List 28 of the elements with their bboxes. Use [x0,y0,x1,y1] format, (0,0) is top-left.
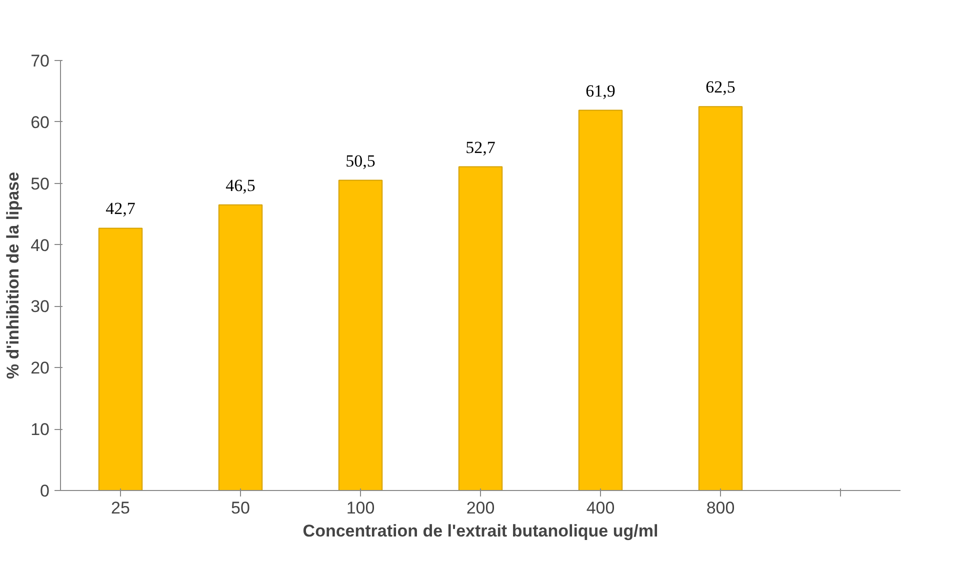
data-label: 61,9 [586,81,616,100]
y-tick-label: 50 [30,174,50,194]
x-tick-label: 50 [231,498,250,518]
x-tick-label: 200 [466,498,495,518]
data-label: 46,5 [226,176,256,195]
y-tick-label: 20 [30,358,50,378]
data-label: 50,5 [346,151,376,170]
y-tick-label: 70 [30,52,50,70]
bar [338,180,383,490]
x-tick-label: 400 [586,498,615,518]
bar [218,204,263,490]
y-tick-label: 10 [30,420,50,440]
y-axis-title: % d'inhibition de la lipase [4,172,23,380]
data-label: 62,5 [706,78,736,97]
y-tick-label: 40 [30,236,50,255]
x-tick-label: 25 [111,498,130,518]
bar [578,110,623,490]
data-label: 42,7 [106,199,136,218]
bar [458,166,503,490]
x-tick-label: 800 [706,498,735,518]
data-label: 52,7 [466,138,496,157]
y-tick-label: 30 [30,297,50,316]
x-tick-label: 100 [346,498,375,518]
bar [98,228,143,490]
y-tick-label: 60 [30,112,50,132]
y-tick-label: 0 [40,482,50,500]
bar [698,106,743,490]
x-axis-title: Concentration de l'extrait butanolique ug/ml [302,522,658,540]
